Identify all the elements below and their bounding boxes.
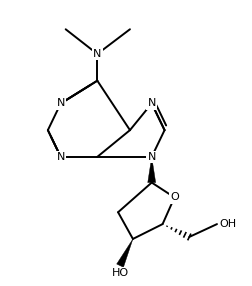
Text: N: N (147, 98, 156, 108)
Polygon shape (148, 157, 156, 182)
Text: OH: OH (219, 219, 236, 229)
Text: HO: HO (111, 268, 129, 278)
Polygon shape (117, 239, 133, 267)
Text: N: N (147, 152, 156, 162)
Text: N: N (56, 98, 65, 108)
Text: N: N (56, 152, 65, 162)
Text: N: N (93, 49, 102, 59)
Text: O: O (170, 192, 179, 202)
